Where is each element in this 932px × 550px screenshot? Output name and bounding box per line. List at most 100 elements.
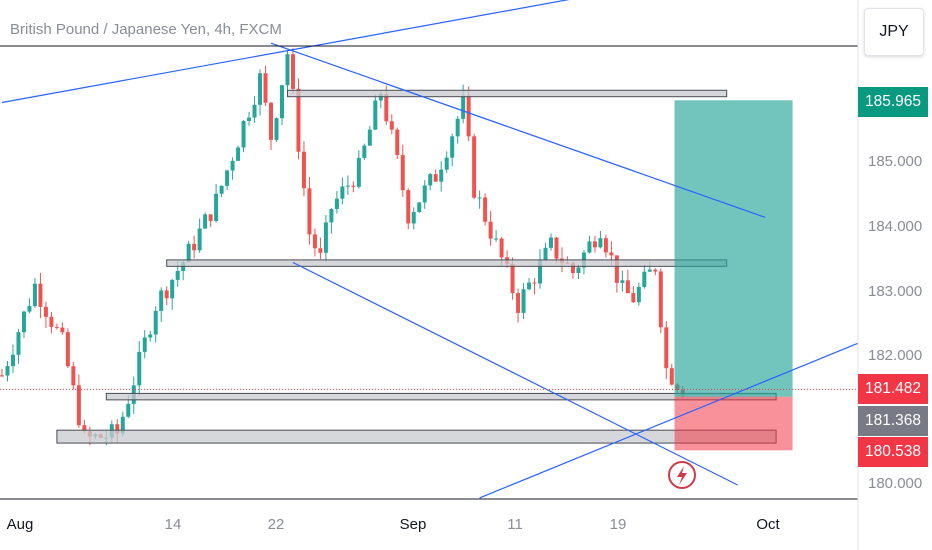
candle-body <box>32 283 37 307</box>
candle-body <box>10 354 15 367</box>
candle-body <box>186 243 191 263</box>
candle-body <box>153 310 158 335</box>
candle-body <box>461 95 466 119</box>
candle-body <box>549 237 553 248</box>
candle-body <box>351 185 356 187</box>
y-tick-label: 185.000 <box>868 153 923 170</box>
candle-body <box>312 234 317 249</box>
candle-body <box>543 247 548 260</box>
candle-body <box>203 214 208 229</box>
candle-body <box>466 95 471 137</box>
candle-body <box>653 269 658 272</box>
candle-body <box>477 197 482 199</box>
candle-body <box>43 306 48 317</box>
candles-layer <box>0 48 685 446</box>
candle-body <box>54 326 59 328</box>
candle-body <box>82 425 87 432</box>
candle-body <box>378 94 383 101</box>
candle-body <box>258 73 263 105</box>
candle-body <box>532 282 537 284</box>
y-tick-label: 184.000 <box>868 218 923 235</box>
candle-body <box>285 54 290 86</box>
candle-body <box>384 94 389 122</box>
candle-body <box>334 198 339 209</box>
candle-body <box>290 54 295 89</box>
candle-body <box>400 155 405 191</box>
candle-body <box>0 375 4 377</box>
x-tick-label: Oct <box>756 516 780 533</box>
candle-body <box>614 255 619 283</box>
candle-body <box>554 237 559 259</box>
candle-body <box>417 202 422 212</box>
candle-body <box>669 368 674 385</box>
candle-body <box>516 293 521 313</box>
candle-body <box>570 263 575 273</box>
candle-body <box>307 188 312 235</box>
candle-body <box>433 174 438 182</box>
y-tick-label: 182.000 <box>868 347 923 364</box>
candle-body <box>455 118 460 137</box>
alert-icon[interactable] <box>668 461 696 489</box>
candle-body <box>345 185 350 187</box>
zone-support-mid <box>166 259 728 267</box>
candle-body <box>137 351 142 386</box>
candle-body <box>21 311 26 333</box>
candle-body <box>274 118 279 140</box>
target-price-label: 185.965 <box>858 87 928 117</box>
candle-body <box>598 238 603 248</box>
candle-body <box>411 211 416 224</box>
zones-layer <box>56 89 777 444</box>
candle-body <box>356 157 361 187</box>
candle-body <box>527 282 532 290</box>
stop-price-label: 180.538 <box>858 437 928 467</box>
candle-body <box>444 157 449 170</box>
candle-body <box>208 214 213 221</box>
candle-body <box>247 117 252 122</box>
zone-support-bottom <box>56 429 777 444</box>
candle-body <box>279 85 284 119</box>
candle-body <box>323 222 328 253</box>
candle-body <box>214 193 219 221</box>
candle-body <box>576 267 581 273</box>
trendline-lower-rising <box>479 342 859 499</box>
candle-body <box>142 337 147 352</box>
currency-button[interactable]: JPY <box>864 8 924 56</box>
candle-body <box>592 241 597 248</box>
candle-body <box>241 121 246 148</box>
candle-body <box>620 280 625 283</box>
candle-body <box>488 221 493 239</box>
x-tick-label: 22 <box>267 516 285 533</box>
candle-body <box>197 228 202 251</box>
candle-body <box>192 243 197 251</box>
candle-body <box>658 271 663 328</box>
candle-body <box>367 129 372 146</box>
candle-body <box>389 121 394 130</box>
candle-body <box>642 271 647 287</box>
candle-body <box>664 327 669 369</box>
candle-body <box>603 238 608 253</box>
candle-body <box>395 129 400 156</box>
y-tick-label: 180.000 <box>868 475 923 492</box>
x-tick-label: Aug <box>6 516 34 533</box>
candle-body <box>296 88 301 152</box>
candle-body <box>65 332 70 367</box>
candle-body <box>362 145 367 158</box>
trendline-upper-rising <box>1 0 570 104</box>
candle-body <box>631 293 636 303</box>
candle-body <box>340 186 345 199</box>
candle-body <box>647 269 652 272</box>
x-tick-label: 14 <box>164 516 182 533</box>
candle-body <box>510 263 515 294</box>
candle-body <box>27 306 32 312</box>
candle-body <box>538 259 543 284</box>
candle-body <box>219 185 224 194</box>
candle-body <box>428 174 433 186</box>
x-tick-label: 19 <box>609 516 627 533</box>
trendlines-layer <box>1 0 859 499</box>
zone-resistance <box>286 89 728 98</box>
stop-zone <box>674 396 793 451</box>
candle-body <box>494 238 499 240</box>
target-zone <box>674 100 793 397</box>
candle-body <box>625 280 630 294</box>
